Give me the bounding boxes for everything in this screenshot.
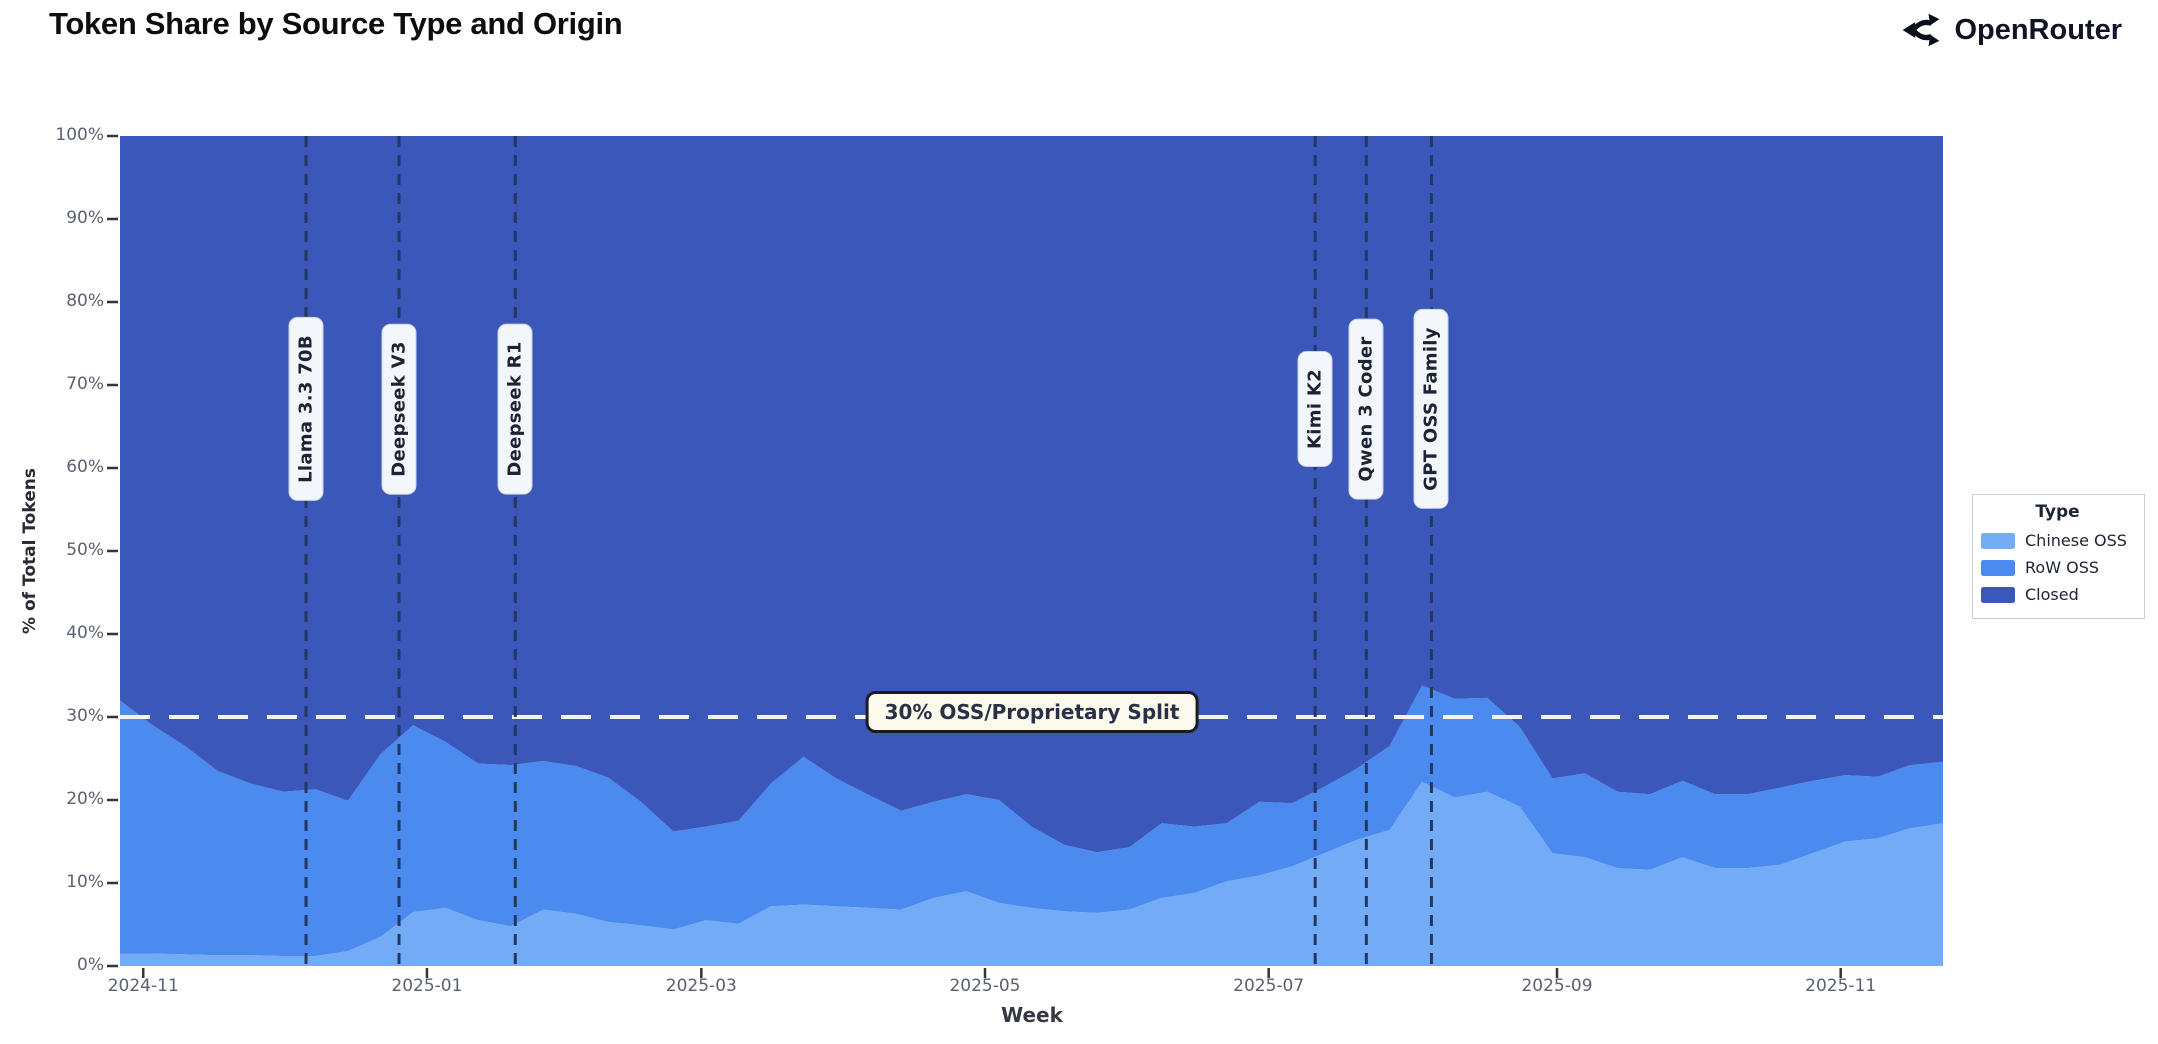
area-chinese-oss: [120, 781, 1943, 966]
area-closed: [120, 136, 1943, 853]
brand-wordmark: OpenRouter: [1954, 13, 2122, 46]
openrouter-icon: [1901, 10, 1941, 50]
page-title: Token Share by Source Type and Origin: [49, 6, 623, 41]
area-row-oss: [120, 685, 1943, 956]
brand: OpenRouter: [1901, 10, 2122, 50]
